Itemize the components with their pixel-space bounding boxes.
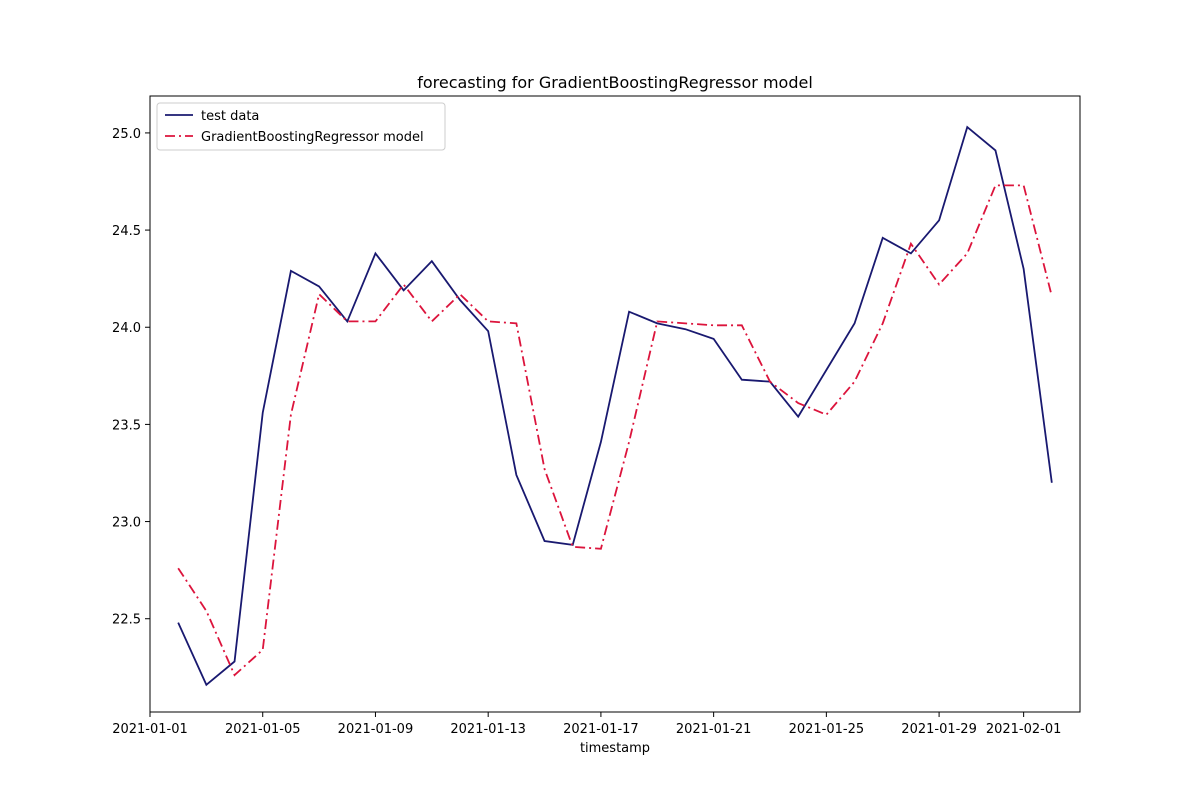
series-line-test-data [177,125,1053,687]
chart-title: forecasting for GradientBoostingRegresso… [417,73,813,92]
y-tick-label: 24.5 [112,224,141,239]
x-tick-label: 2021-01-29 [901,722,977,737]
legend-box [156,102,446,151]
plot-frame [149,95,1081,713]
x-tick-label: 2021-02-01 [986,722,1062,737]
x-tick-label: 2021-01-25 [789,722,865,737]
x-tick-label: 2021-01-09 [338,722,414,737]
x-tick-label: 2021-01-17 [563,722,639,737]
x-tick-label: 2021-01-21 [676,722,752,737]
legend: test data GradientBoostingRegressor model [156,102,446,151]
series-layer [177,125,1053,687]
y-axis: 22.5 23.0 23.5 24.0 24.5 25.0 [112,127,150,628]
legend-label: GradientBoostingRegressor model [201,130,424,145]
y-tick-label: 23.5 [112,418,141,433]
series-line-model-forecast [177,184,1053,677]
legend-label: test data [201,109,259,124]
x-tick-label: 2021-01-05 [225,722,301,737]
y-tick-label: 25.0 [112,127,141,142]
x-axis-title: timestamp [580,741,650,756]
y-tick-label: 22.5 [112,613,141,628]
x-axis: 2021-01-01 2021-01-05 2021-01-09 2021-01-13… [112,712,1061,737]
y-tick-label: 23.0 [112,516,141,531]
y-tick-label: 24.0 [112,321,141,336]
x-tick-label: 2021-01-01 [112,722,188,737]
x-tick-label: 2021-01-13 [450,722,526,737]
